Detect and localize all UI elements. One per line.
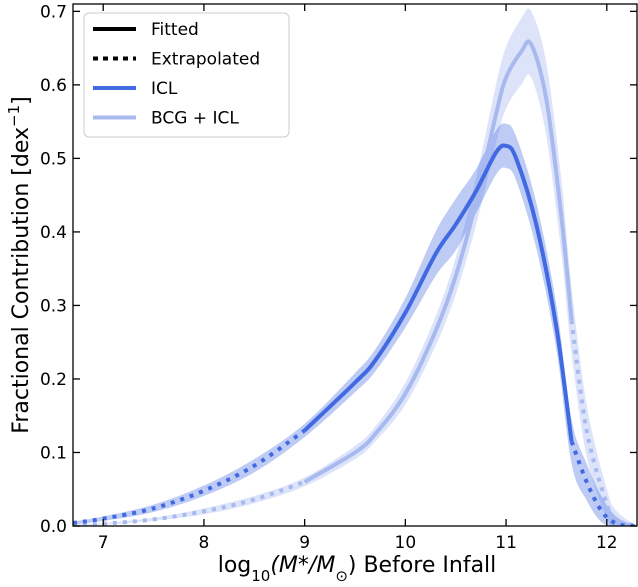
legend-box bbox=[83, 12, 290, 138]
y-tick-label: 0.6 bbox=[40, 76, 67, 96]
y-tick-label: 0.5 bbox=[40, 149, 67, 169]
icl-extrapolated-line-high bbox=[569, 440, 637, 526]
y-tick-label: 0.1 bbox=[40, 443, 67, 463]
bcg-icl-extrapolated-line-high bbox=[569, 319, 637, 526]
y-tick-label: 0.7 bbox=[40, 2, 67, 22]
legend-label: Fitted bbox=[151, 20, 199, 40]
legend-label: Extrapolated bbox=[151, 50, 260, 70]
y-tick-label: 0.2 bbox=[40, 370, 67, 390]
x-axis-label-tail: ) Before Infall bbox=[348, 553, 496, 578]
legend-label: BCG + ICL bbox=[151, 109, 239, 129]
bcg-icl-uncertainty-band bbox=[73, 8, 637, 526]
y-axis-label-superscript: −1 bbox=[5, 105, 23, 127]
bcg-icl-fitted-line bbox=[303, 39, 574, 484]
x-axis-label-main: log bbox=[218, 553, 252, 578]
x-tick-label: 7 bbox=[98, 533, 109, 553]
x-axis-label-subscript: 10 bbox=[251, 567, 270, 585]
x-tick-label: 10 bbox=[395, 533, 417, 553]
y-tick-label: 0.4 bbox=[40, 223, 67, 243]
series-lines bbox=[73, 39, 637, 526]
x-tick-label: 8 bbox=[199, 533, 210, 553]
legend-items: Fitted Extrapolated ICL BCG + ICL bbox=[93, 20, 260, 129]
x-tick-label: 12 bbox=[596, 533, 618, 553]
icl-fitted-line bbox=[303, 143, 574, 442]
icl-uncertainty-band bbox=[73, 123, 637, 526]
legend: Fitted Extrapolated ICL BCG + ICL bbox=[83, 12, 290, 138]
x-axis-label-sun-symbol: ⊙ bbox=[335, 567, 348, 585]
axis-ticks: 7 8 9 10 11 12 0.0 0.1 0.2 0.3 0.4 0.5 0.6 0.7 bbox=[40, 2, 637, 553]
uncertainty-bands bbox=[73, 8, 637, 526]
y-axis-label: Fractional Contribution [dex−1] bbox=[5, 96, 34, 433]
plot-frame bbox=[72, 3, 638, 527]
x-axis-label-variable: (M*/M bbox=[270, 553, 335, 578]
y-axis-label-tail: ] bbox=[9, 96, 34, 105]
icl-extrapolated-line-low bbox=[73, 428, 306, 526]
x-tick-label: 11 bbox=[495, 533, 517, 553]
legend-label: ICL bbox=[151, 79, 178, 99]
y-tick-label: 0.3 bbox=[40, 296, 67, 316]
x-tick-label: 9 bbox=[299, 533, 310, 553]
y-tick-label: 0.0 bbox=[40, 517, 67, 537]
x-axis-label: log10(M*/M⊙) Before Infall bbox=[218, 553, 497, 585]
y-axis-label-main: Fractional Contribution [dex bbox=[9, 127, 34, 434]
